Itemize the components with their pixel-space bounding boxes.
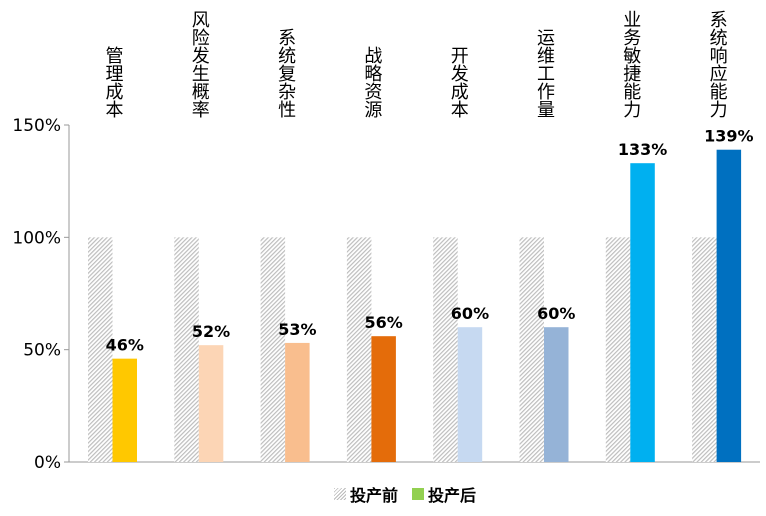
category-label: 战略资源: [361, 46, 383, 118]
bar-before: [692, 237, 717, 462]
data-label: 139%: [704, 127, 753, 146]
bar-after: [716, 149, 742, 463]
legend-swatch-after: [412, 488, 425, 500]
category-label: 业务敏捷能力: [620, 10, 642, 118]
data-label: 133%: [618, 140, 667, 159]
data-label: 53%: [278, 320, 316, 339]
bar-before: [433, 237, 458, 462]
bar-before: [519, 237, 544, 462]
bar-after: [198, 345, 224, 462]
category-label: 系统复杂性: [275, 28, 297, 118]
legend-label-after: 投产后: [428, 486, 477, 505]
data-label: 60%: [537, 304, 575, 323]
bar-after: [544, 327, 569, 462]
bar-after: [285, 342, 310, 462]
bar-after: [457, 327, 483, 462]
bar-before: [88, 237, 113, 462]
bar-before: [174, 237, 199, 462]
category-label: 开发成本: [447, 46, 469, 118]
y-tick-label: 50%: [23, 341, 61, 361]
legend-label-before: 投产前: [350, 486, 399, 505]
data-label: 56%: [365, 313, 403, 332]
category-label: 风险发生概率: [188, 10, 210, 118]
category-label: 管理成本: [102, 46, 124, 118]
legend: 投产前 投产后: [334, 482, 476, 506]
y-tick-label: 100%: [12, 228, 61, 248]
y-tick-label: 150%: [12, 116, 61, 136]
bar-after: [371, 336, 396, 462]
bar-after: [630, 163, 655, 462]
data-label: 60%: [451, 304, 489, 323]
bar-before: [260, 237, 286, 462]
bar-after: [112, 358, 137, 462]
legend-swatch-before: [334, 488, 346, 500]
y-tick-label: 0%: [34, 453, 61, 473]
bar-before: [605, 237, 631, 462]
category-label: 系统响应能力: [706, 10, 728, 118]
data-label: 46%: [106, 336, 144, 355]
data-label: 52%: [192, 322, 230, 341]
bar-before: [346, 237, 372, 462]
category-label: 运维工作量: [534, 28, 555, 118]
